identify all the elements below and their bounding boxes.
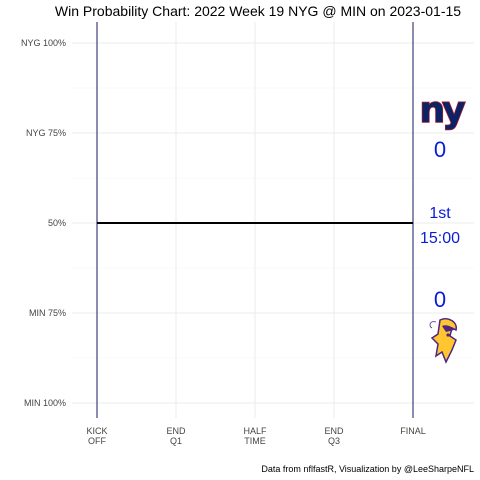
away-score: 0 [434,137,446,162]
y-tick-label-3: MIN 75% [29,308,66,318]
grid-lines [72,22,474,418]
chart-caption: Data from nflfastR, Visualization by @Le… [261,464,474,474]
nyg-logo: ny [419,89,469,132]
y-tick-label-4: MIN 100% [24,398,66,408]
svg-text:ny: ny [419,90,465,131]
y-tick-label-1: NYG 75% [26,128,66,138]
period-rules [96,22,414,418]
x-tick-label-1: END Q1 [166,426,186,446]
y-tick-label-0: NYG 100% [21,38,66,48]
home-score: 0 [434,287,446,312]
game-quarter: 1st [429,205,451,222]
y-tick-label-2: 50% [48,218,66,228]
x-tick-label-0: KICK OFF [86,426,107,446]
x-tick-label-4: FINAL [400,426,426,436]
y-axis-ticks: NYG 100% NYG 75% 50% MIN 75% MIN 100% [21,38,66,408]
min-logo [428,318,457,364]
x-tick-label-2: HALF TIME [243,426,267,446]
game-clock: 15:00 [420,230,460,247]
chart-title: Win Probability Chart: 2022 Week 19 NYG … [55,3,461,19]
x-tick-label-3: END Q3 [324,426,344,446]
x-axis-ticks: KICK OFF END Q1 HALF TIME END Q3 FINAL [86,426,425,446]
